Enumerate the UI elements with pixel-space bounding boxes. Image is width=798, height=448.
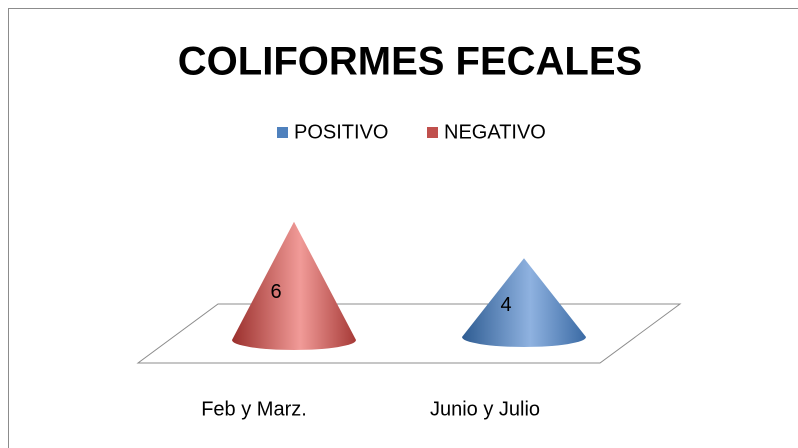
x-tick-label: Feb y Marz. (201, 398, 307, 420)
legend-swatch (427, 127, 438, 138)
cone (462, 258, 586, 347)
legend-swatch (277, 127, 288, 138)
floor (136, 303, 682, 364)
legend-label: POSITIVO (294, 121, 388, 143)
cone (232, 221, 356, 350)
data-label: 6 (270, 281, 281, 303)
x-tick-label: Junio y Julio (430, 398, 540, 420)
chart-frame (8, 8, 798, 448)
data-label: 4 (500, 294, 511, 316)
chart-title: COLIFORMES FECALES (178, 40, 642, 84)
legend-label: NEGATIVO (444, 121, 546, 143)
